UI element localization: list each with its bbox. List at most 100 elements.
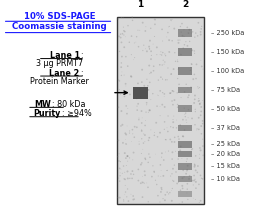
Point	[187, 28, 191, 31]
Point	[140, 81, 144, 84]
Point	[197, 116, 201, 119]
Point	[164, 78, 168, 82]
Point	[172, 98, 177, 102]
Point	[130, 19, 135, 22]
FancyBboxPatch shape	[178, 163, 193, 170]
Point	[176, 105, 180, 109]
Text: – 150 kDa: – 150 kDa	[211, 49, 244, 55]
Point	[138, 29, 142, 32]
Point	[199, 101, 203, 104]
Point	[116, 128, 120, 132]
Point	[175, 182, 179, 185]
Point	[146, 139, 151, 142]
Point	[136, 29, 140, 32]
Point	[197, 99, 202, 102]
Point	[164, 169, 169, 172]
Point	[155, 46, 159, 49]
Point	[136, 102, 140, 105]
Point	[124, 156, 128, 160]
Point	[155, 105, 159, 108]
Point	[192, 174, 196, 177]
Point	[176, 77, 180, 80]
Point	[162, 95, 166, 98]
Point	[176, 135, 180, 138]
Point	[193, 52, 197, 55]
Point	[173, 51, 177, 54]
Point	[126, 160, 130, 163]
Point	[201, 144, 205, 148]
Point	[197, 157, 202, 160]
Point	[192, 101, 196, 105]
Point	[140, 195, 145, 199]
Point	[180, 34, 185, 37]
Point	[180, 177, 185, 180]
Point	[185, 168, 189, 172]
Point	[159, 169, 163, 172]
Point	[190, 117, 194, 120]
Point	[142, 84, 147, 88]
Point	[146, 186, 150, 189]
Point	[135, 104, 139, 108]
Point	[126, 199, 131, 203]
Point	[129, 74, 133, 78]
Point	[118, 160, 123, 163]
Point	[132, 197, 137, 201]
Point	[138, 87, 142, 90]
Point	[127, 156, 132, 160]
Point	[168, 125, 173, 128]
Point	[129, 140, 134, 143]
Point	[131, 132, 135, 135]
FancyBboxPatch shape	[117, 17, 204, 204]
Point	[128, 177, 132, 180]
Point	[170, 151, 175, 154]
Point	[176, 157, 180, 161]
Point	[201, 119, 205, 123]
Point	[146, 111, 151, 114]
Point	[163, 199, 167, 202]
Point	[173, 150, 178, 153]
Point	[187, 94, 191, 97]
Point	[149, 50, 153, 53]
Point	[171, 103, 175, 106]
Point	[149, 54, 154, 57]
Point	[129, 35, 134, 38]
Point	[119, 61, 123, 65]
Point	[151, 92, 155, 95]
Point	[160, 63, 164, 67]
Point	[198, 30, 203, 34]
Point	[194, 77, 198, 80]
Point	[129, 75, 133, 78]
Point	[124, 142, 128, 146]
Point	[158, 89, 162, 93]
Point	[170, 140, 174, 144]
Point	[198, 174, 203, 177]
Text: :: :	[80, 51, 83, 60]
Point	[198, 33, 203, 36]
Point	[129, 172, 133, 176]
Point	[170, 39, 174, 42]
Text: Purity: Purity	[33, 109, 61, 118]
FancyBboxPatch shape	[178, 48, 193, 56]
Point	[193, 123, 197, 127]
Point	[124, 55, 128, 58]
Point	[148, 81, 152, 84]
Point	[123, 178, 127, 181]
Text: – 25 kDa: – 25 kDa	[211, 141, 240, 147]
Point	[148, 109, 152, 112]
Point	[160, 151, 164, 155]
Text: Protein Marker: Protein Marker	[30, 77, 89, 86]
Point	[183, 113, 187, 116]
Point	[130, 177, 134, 180]
Point	[160, 188, 164, 191]
Point	[196, 85, 200, 88]
Point	[119, 41, 124, 44]
Point	[185, 164, 190, 167]
Point	[193, 98, 197, 101]
Point	[152, 35, 157, 38]
Point	[193, 198, 198, 201]
Point	[143, 133, 147, 137]
Point	[121, 25, 126, 29]
Point	[192, 165, 197, 168]
Point	[180, 157, 184, 160]
Point	[170, 187, 174, 190]
